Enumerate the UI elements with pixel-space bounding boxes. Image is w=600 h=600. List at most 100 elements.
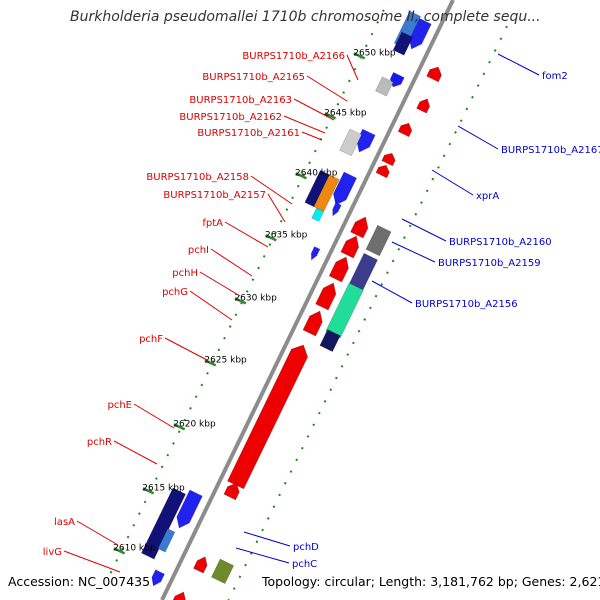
forward-gene-10	[302, 310, 323, 337]
forward-label-leader	[189, 290, 233, 321]
reverse-gene-11	[311, 207, 325, 222]
reverse-gene-4	[389, 71, 405, 88]
gene-block-pchg-shape	[319, 329, 341, 353]
reverse-gene-label: BURPS1710b_A2167	[501, 145, 600, 156]
reverse-gene-7-shape	[339, 128, 362, 157]
kbp-label: 2650 kbp	[353, 48, 396, 58]
reverse-gene-7	[339, 128, 362, 157]
forward-gene-label: livG	[43, 547, 62, 558]
forward-gene-6	[350, 216, 369, 239]
reverse-gene-15-shape	[141, 487, 186, 560]
forward-label-leader	[283, 115, 326, 134]
forward-gene-9	[315, 282, 337, 311]
gene-block-pchi-shape	[349, 252, 378, 291]
gene-block-pchi	[349, 252, 378, 291]
forward-gene-2-shape	[416, 98, 430, 114]
reverse-gene-5-shape	[375, 76, 394, 97]
forward-gene-12-shape	[223, 482, 240, 501]
reverse-gene-11-shape	[311, 207, 325, 222]
reverse-gene-8-shape	[333, 171, 358, 206]
reverse-gene-12	[332, 202, 342, 217]
gene-block-lasa-shape	[211, 558, 235, 585]
forward-gene-1	[426, 66, 442, 83]
scale-tick	[173, 423, 186, 431]
reverse-gene-8	[333, 171, 358, 206]
forward-label-leader	[113, 440, 158, 465]
scale-tick	[204, 359, 217, 367]
forward-gene-2	[416, 98, 430, 114]
reverse-gene-14-shape	[176, 489, 203, 529]
forward-gene-9-shape	[315, 282, 337, 311]
forward-label-leader	[293, 98, 335, 121]
reverse-gene-13-shape	[311, 246, 321, 261]
map-title: Burkholderia pseudomallei 1710b chromoso…	[70, 9, 540, 25]
gene-block-pchg	[319, 329, 341, 353]
forward-gene-14-shape	[170, 591, 187, 600]
forward-gene-label: BURPS1710b_A2162	[179, 112, 282, 123]
scale-tick	[324, 112, 337, 120]
reverse-gene-17-shape	[151, 569, 165, 587]
forward-gene-label: BURPS1710b_A2161	[197, 128, 300, 139]
reverse-gene-label: fom2	[542, 71, 568, 82]
kbp-label: 2640 kbp	[295, 168, 338, 178]
forward-gene-label: pchR	[87, 437, 112, 448]
forward-label-leader	[63, 550, 121, 573]
topology-info: Topology: circular; Length: 3,181,762 bp…	[262, 574, 600, 589]
reverse-gene-3	[392, 31, 414, 56]
forward-label-leader	[267, 193, 286, 223]
reverse-gene-5	[375, 76, 394, 97]
forward-gene-label: pchH	[172, 268, 198, 279]
forward-gene-13-shape	[193, 556, 208, 574]
kbp-label: 2610 kbp	[113, 543, 156, 553]
forward-gene-7	[340, 235, 360, 259]
backbone-line	[160, 0, 455, 600]
forward-gene-5-shape	[375, 164, 390, 179]
forward-gene-label: lasA	[54, 517, 75, 528]
reverse-label-leader	[497, 53, 540, 76]
forward-gene-label: BURPS1710b_A2165	[202, 72, 305, 83]
forward-label-leader	[224, 221, 269, 248]
kbp-label: 2620 kbp	[173, 419, 216, 429]
reverse-label-leader	[391, 241, 436, 263]
reverse-gene-12-shape	[332, 202, 342, 217]
reverse-label-leader	[243, 531, 291, 547]
kbp-label: 2615 kbp	[142, 483, 185, 493]
forward-gene-4-shape	[381, 152, 396, 167]
forward-gene-6-shape	[350, 216, 369, 239]
reverse-gene-label: BURPS1710b_A2160	[449, 237, 552, 248]
forward-label-leader	[133, 403, 175, 429]
kbp-label: 2635 kbp	[265, 230, 308, 240]
forward-gene-label: pchF	[139, 334, 163, 345]
reverse-label-leader	[457, 125, 499, 150]
forward-gene-5	[375, 164, 390, 179]
kbp-label: 2625 kbp	[204, 355, 247, 365]
reverse-gene-4-shape	[389, 71, 405, 88]
forward-label-leader	[306, 75, 348, 102]
reverse-gene-13	[311, 246, 321, 261]
forward-gene-13	[193, 556, 208, 574]
forward-gene-1-shape	[426, 66, 442, 83]
scale-tick	[265, 234, 277, 242]
forward-gene-label: fptA	[202, 218, 223, 229]
forward-label-leader	[250, 175, 293, 205]
forward-label-leader	[210, 248, 253, 277]
forward-gene-label: pchE	[107, 400, 132, 411]
reverse-gene-14	[176, 489, 203, 529]
forward-label-leader	[76, 520, 119, 546]
reverse-gene-16	[157, 528, 176, 553]
reverse-gene-16-shape	[157, 528, 176, 553]
forward-gene-7-shape	[340, 235, 360, 259]
forward-gene-12	[223, 482, 240, 501]
gene-block-gray-shape	[365, 224, 392, 257]
forward-gene-10-shape	[302, 310, 323, 337]
reverse-gene-15	[141, 487, 186, 560]
reverse-gene-3-shape	[392, 31, 414, 56]
accession-info: Accession: NC_007435	[8, 574, 151, 589]
scale-tick	[295, 172, 307, 180]
reverse-label-leader	[431, 169, 474, 196]
gene-block-gray	[365, 224, 392, 257]
forward-label-leader	[301, 131, 323, 141]
scale-tick	[142, 487, 155, 495]
